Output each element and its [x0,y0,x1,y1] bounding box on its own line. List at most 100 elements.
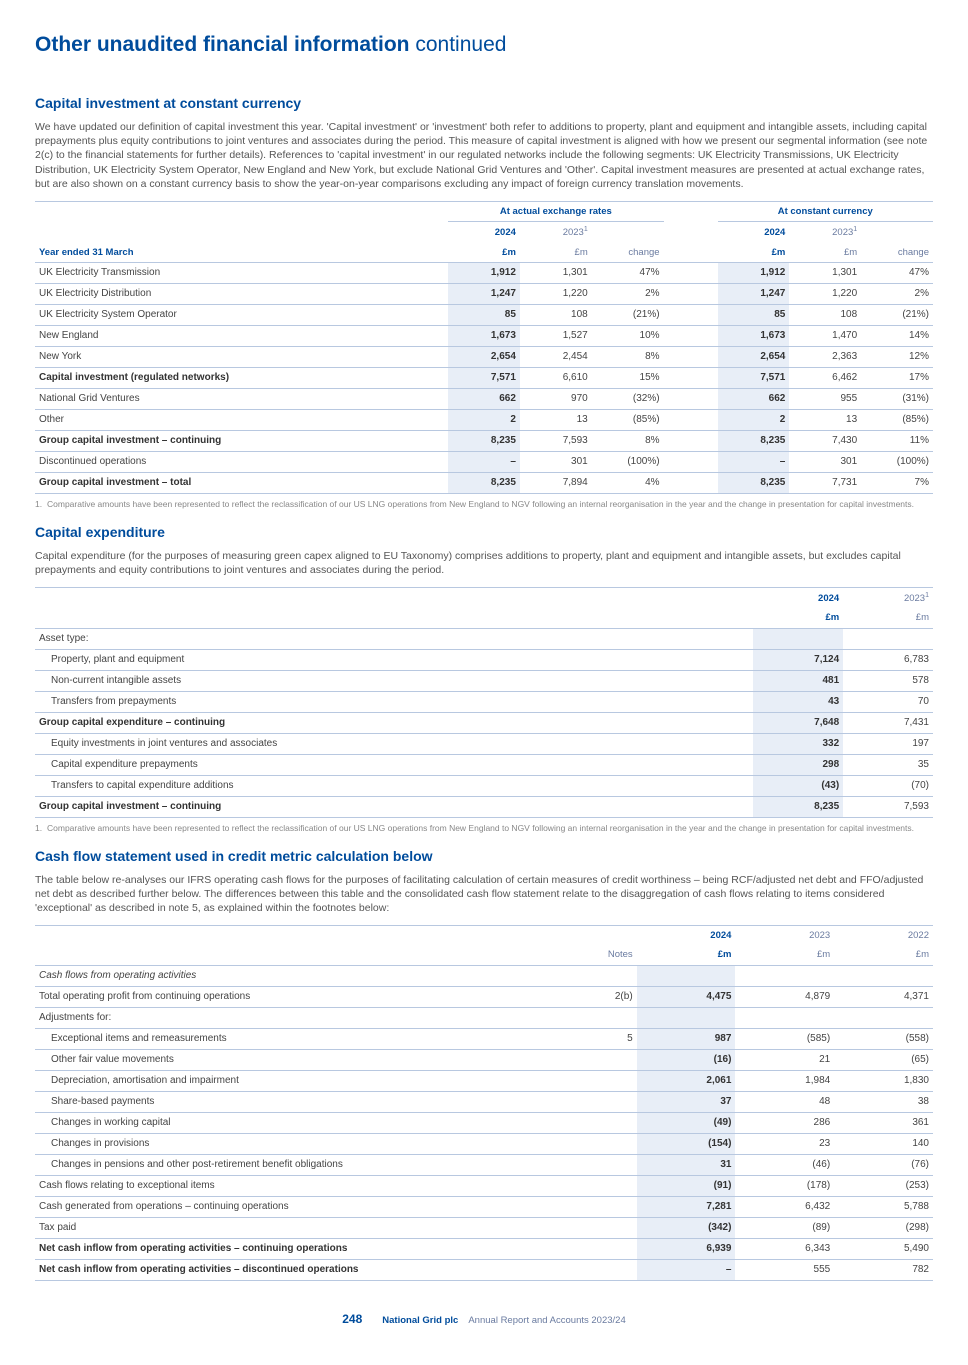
cell: 14% [861,325,933,346]
cell: 7,731 [789,472,861,493]
s2-para: Capital expenditure (for the purposes of… [35,549,933,577]
cell: (76) [834,1154,933,1175]
cell: – [637,1259,736,1280]
s3-table: 2024 2023 2022 Notes £m £m £m Cash flows… [35,925,933,1281]
cell: 7,571 [448,367,520,388]
cell: 85 [448,304,520,325]
cell: 2,654 [718,346,790,367]
col-2024: 2024 [637,926,736,946]
s2-heading: Capital expenditure [35,523,933,543]
cell: 1,984 [735,1070,834,1091]
cell: (178) [735,1175,834,1196]
cell: 47% [861,262,933,283]
cell: 2,654 [448,346,520,367]
cell [583,1049,637,1070]
cell: 11% [861,430,933,451]
row-label: Equity investments in joint ventures and… [35,733,753,754]
cell: 7,894 [520,472,592,493]
cell: (32%) [592,388,664,409]
cell: 1,247 [718,283,790,304]
cell: 4,371 [834,986,933,1007]
col-2024b: 2024 [718,222,790,243]
cell: 1,470 [789,325,861,346]
table-row: Other 2 13 (85%) 2 13 (85%) [35,409,933,430]
row-label: UK Electricity Distribution [35,283,448,304]
cell: 970 [520,388,592,409]
cell: 43 [753,691,843,712]
table-row: New England 1,673 1,527 10% 1,673 1,470 … [35,325,933,346]
row-label: Share-based payments [35,1091,583,1112]
table-row: Capital expenditure prepayments 298 35 [35,754,933,775]
row-label: Other fair value movements [35,1049,583,1070]
col-2022: 2022 [834,926,933,946]
cell: 8% [592,346,664,367]
s3-r1: Total operating profit from continuing o… [35,986,583,1007]
cell: 662 [448,388,520,409]
cell: 35 [843,754,933,775]
cell: 7,431 [843,712,933,733]
row-label: National Grid Ventures [35,388,448,409]
cell: 1,673 [448,325,520,346]
s1-total: Group capital investment – total [35,472,448,493]
cell: (21%) [861,304,933,325]
footer-company: National Grid plc [382,1315,458,1326]
cell: 7,430 [789,430,861,451]
cell: 4,475 [637,986,736,1007]
s2-total: Group capital investment – continuing [35,796,753,817]
cell: 5 [583,1028,637,1049]
cell: 7,593 [520,430,592,451]
unit: £m [520,243,592,263]
cell: 6,783 [843,649,933,670]
row-label: Transfers to capital expenditure additio… [35,775,753,796]
s1-heading: Capital investment at constant currency [35,94,933,114]
cell: (91) [637,1175,736,1196]
col-notes: Notes [583,945,637,965]
s3-r3: Cash generated from operations – continu… [35,1196,583,1217]
cell: (46) [735,1154,834,1175]
cell: 662 [718,388,790,409]
cell: (49) [637,1112,736,1133]
cell: 70 [843,691,933,712]
table-row: Changes in pensions and other post-retir… [35,1154,933,1175]
title-cont: continued [410,33,507,56]
cell: (298) [834,1217,933,1238]
section-capital-investment-currency: Capital investment at constant currency … [35,94,933,509]
col-2023a: 20231 [520,222,592,243]
s3-heading: Cash flow statement used in credit metri… [35,847,933,867]
cell: 7% [861,472,933,493]
cell: 197 [843,733,933,754]
cell: 1,247 [448,283,520,304]
cell: 15% [592,367,664,388]
cell: 7,281 [637,1196,736,1217]
cell: (89) [735,1217,834,1238]
row-label: Other [35,409,448,430]
cell: 332 [753,733,843,754]
s1-table: At actual exchange rates At constant cur… [35,201,933,494]
cell: 4,879 [735,986,834,1007]
cell: (21%) [592,304,664,325]
change: change [861,243,933,263]
row-label: Non-current intangible assets [35,670,753,691]
cell: 1,220 [789,283,861,304]
cell: 7,593 [843,796,933,817]
col-2024a: 2024 [448,222,520,243]
unit: £m [735,945,834,965]
cell: 1,527 [520,325,592,346]
cell: 1,301 [789,262,861,283]
cell: 12% [861,346,933,367]
cell: (31%) [861,388,933,409]
cell: (65) [834,1049,933,1070]
cell: 108 [520,304,592,325]
unit: £m [448,243,520,263]
row-label: Changes in pensions and other post-retir… [35,1154,583,1175]
cell [583,1133,637,1154]
group-constant: At constant currency [718,201,933,221]
cell [583,1091,637,1112]
cell: 5,490 [834,1238,933,1259]
unit: £m [834,945,933,965]
cell: 481 [753,670,843,691]
cell: 8,235 [718,472,790,493]
table-row: Depreciation, amortisation and impairmen… [35,1070,933,1091]
cell: – [718,451,790,472]
s2-footnote: 1.Comparative amounts have been represen… [35,823,933,833]
